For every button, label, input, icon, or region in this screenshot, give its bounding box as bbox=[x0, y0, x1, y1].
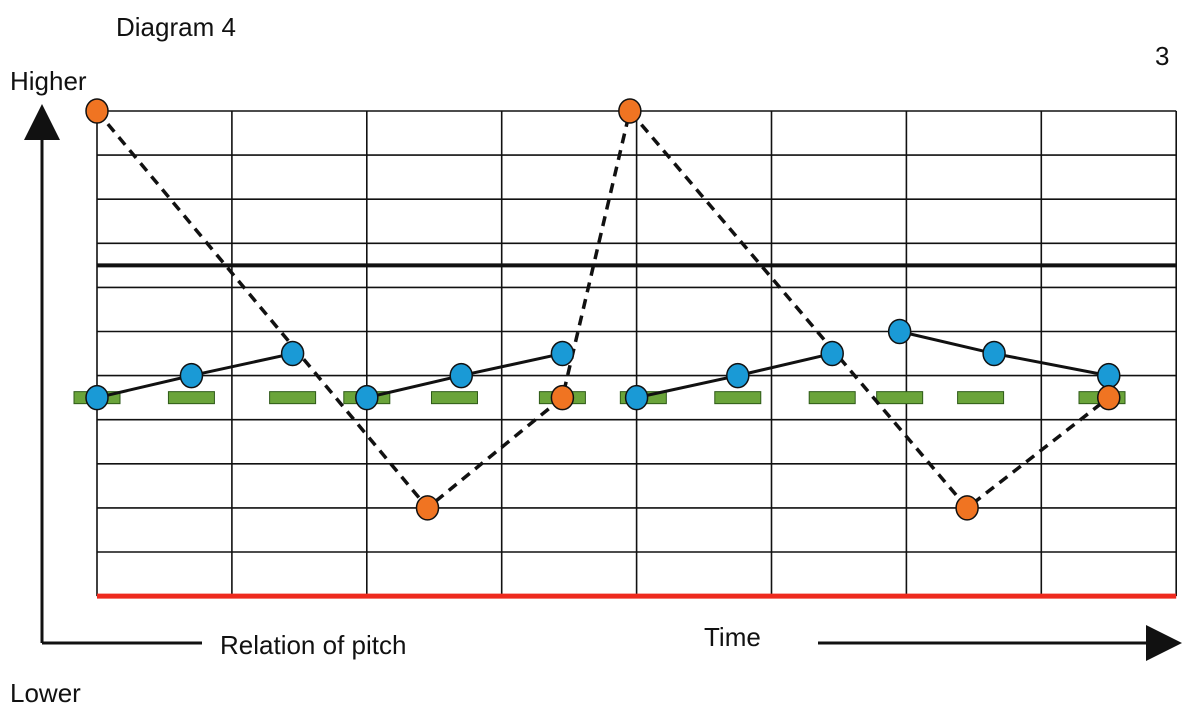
green-bar bbox=[167, 391, 215, 405]
orange-dot bbox=[550, 384, 575, 411]
blue-dot bbox=[550, 340, 575, 367]
blue-dot bbox=[355, 384, 379, 411]
orange-dot bbox=[1097, 384, 1121, 411]
blue-dot bbox=[820, 340, 844, 367]
lower-label: Lower bbox=[10, 678, 81, 708]
orange-dot bbox=[955, 495, 979, 521]
grid bbox=[96, 110, 1177, 599]
green-bar bbox=[269, 391, 317, 405]
orange-dot bbox=[85, 98, 109, 124]
green-bar bbox=[714, 391, 762, 405]
page-number: 3 bbox=[1155, 41, 1170, 71]
green-bar bbox=[876, 391, 924, 405]
blue-dot bbox=[449, 362, 473, 389]
green-bar bbox=[808, 391, 856, 405]
blue-dot bbox=[726, 362, 750, 389]
orange-dashed-line bbox=[95, 107, 1110, 511]
blue-dot bbox=[887, 318, 912, 345]
relation-of-pitch-label: Relation of pitch bbox=[220, 630, 407, 660]
blue-dot bbox=[179, 362, 204, 389]
time-label: Time bbox=[704, 622, 761, 652]
green-bar bbox=[430, 391, 478, 405]
blue-dot bbox=[982, 340, 1006, 367]
pitch-lines bbox=[95, 107, 1110, 511]
pitch-dots bbox=[85, 98, 1121, 521]
blue-dot bbox=[85, 384, 109, 411]
orange-dot bbox=[415, 495, 440, 521]
orange-dot bbox=[618, 98, 642, 124]
blue-dot bbox=[280, 340, 305, 367]
blue-dot bbox=[1097, 362, 1121, 389]
green-bar bbox=[957, 391, 1005, 405]
higher-label: Higher bbox=[10, 66, 87, 96]
diagram-title: Diagram 4 bbox=[116, 12, 236, 42]
blue-dot bbox=[624, 384, 649, 411]
